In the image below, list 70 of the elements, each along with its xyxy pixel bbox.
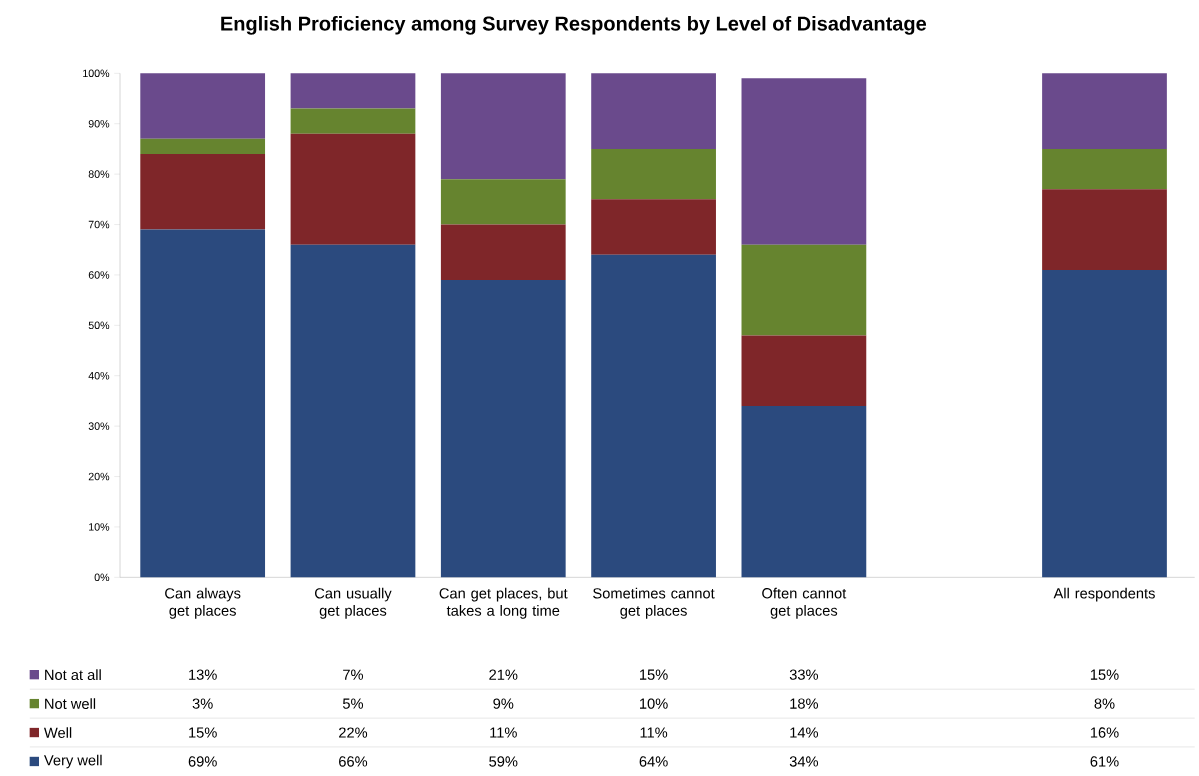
bar (591, 254, 716, 578)
y-tick-label: 30% (88, 422, 110, 430)
data-label: 66% (339, 756, 368, 767)
y-tick-label: 80% (88, 170, 110, 178)
x-tick-label: Can always get places (165, 587, 241, 619)
data-label: 15% (1090, 669, 1119, 680)
bar (140, 153, 266, 230)
x-tick-label: Can get places, but takes a long time (439, 587, 568, 619)
bar (290, 133, 416, 245)
bar (1042, 189, 1167, 270)
bar (741, 405, 867, 578)
data-label: 33% (789, 669, 819, 680)
bar (591, 199, 716, 255)
x-tick-label: Sometimes cannot get places (593, 587, 715, 619)
data-label: 15% (640, 669, 668, 680)
legend-label: Very well (43, 754, 102, 769)
data-label: 21% (489, 669, 518, 680)
x-tick-label: Can usually get places (315, 587, 392, 619)
y-tick-label: 50% (88, 321, 110, 330)
y-tick-label: 60% (88, 271, 110, 279)
bar (741, 335, 867, 406)
y-tick-label: 70% (88, 220, 110, 229)
bar (741, 78, 867, 245)
legend-label: Well (43, 727, 72, 738)
x-tick-label: Often cannot get places (762, 587, 847, 619)
bar (140, 229, 266, 578)
bar (591, 148, 716, 200)
bar (290, 108, 416, 134)
y-tick-label: 100% (83, 69, 110, 78)
data-label: 18% (790, 698, 819, 709)
bar (1042, 148, 1167, 190)
bar (290, 244, 416, 578)
bar (741, 244, 867, 336)
data-label: 22% (339, 727, 368, 738)
bar (1042, 269, 1167, 578)
y-tick-label: 0% (94, 573, 110, 582)
data-label: 61% (1090, 756, 1119, 767)
data-label: 5% (342, 698, 364, 709)
data-label: 13% (189, 669, 217, 680)
y-tick-label: 40% (88, 371, 110, 380)
bar (440, 224, 566, 280)
bar (290, 73, 416, 109)
data-label: 15% (189, 727, 217, 738)
bar (140, 73, 266, 139)
bar (440, 279, 566, 578)
chart-title: English Proficiency among Survey Respondents by Level of Disadvantage (221, 15, 927, 35)
x-tick-label: All respondents (1053, 587, 1155, 602)
legend-label: Not well (45, 698, 96, 709)
data-label: 9% (493, 698, 514, 709)
data-label: 3% (192, 698, 213, 709)
legend-label: Not at all (45, 669, 101, 681)
bar (140, 138, 266, 154)
y-tick-label: 90% (88, 119, 110, 128)
data-label: 7% (343, 669, 364, 680)
data-label: 59% (489, 756, 518, 767)
data-label: 34% (789, 756, 819, 767)
y-tick-label: 10% (89, 523, 110, 531)
data-label: 64% (639, 756, 668, 767)
data-label: 14% (790, 727, 819, 738)
data-label: 10% (640, 698, 668, 709)
bar (440, 73, 566, 180)
data-label: 8% (1094, 698, 1115, 709)
data-label: 11% (640, 727, 668, 738)
y-tick-label: 20% (88, 472, 110, 481)
bar (440, 179, 566, 225)
bar (1042, 73, 1167, 149)
bar (591, 73, 716, 149)
data-label: 16% (1090, 727, 1119, 738)
data-label: 11% (490, 727, 517, 738)
data-label: 69% (188, 756, 217, 767)
